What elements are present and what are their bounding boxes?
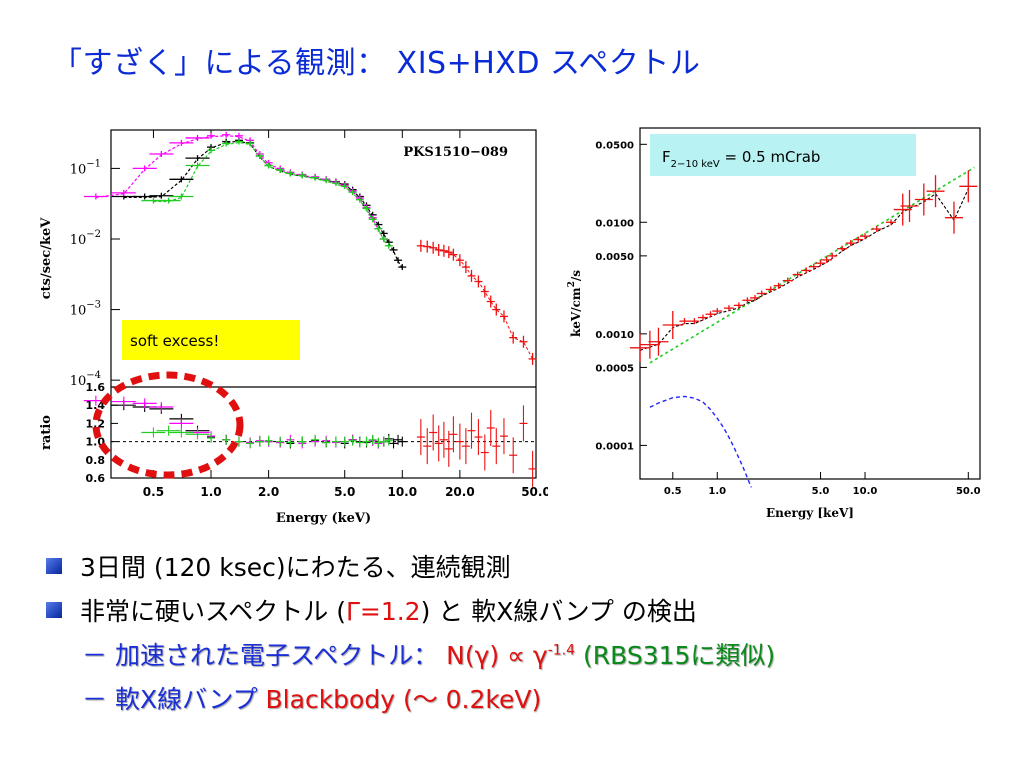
object-label: PKS1510−089: [403, 145, 508, 160]
flux-symbol: F: [662, 148, 671, 166]
slide-title: 「すざく」による観測： XIS+HXD スペクトル: [52, 46, 701, 81]
y-tick-exponent: −1: [86, 158, 101, 169]
x-tick-label: 5.0: [334, 485, 355, 499]
bullet-prefix: 非常に硬いスペクトル (: [80, 597, 346, 626]
sub-dash: －: [82, 685, 115, 714]
sub-dash: －: [82, 641, 115, 670]
flux-label: F2−10 keV = 0.5 mCrab: [662, 148, 820, 170]
x-tick-label: 0.5: [143, 485, 164, 499]
hard-powerlaw-model: [649, 166, 975, 364]
soft-excess-box: [122, 320, 300, 360]
x-tick-label: 20.0: [445, 485, 475, 499]
sub-note: (RBS315に類似): [575, 641, 776, 670]
model-curve: [153, 141, 390, 248]
y-tick-label: 0.0005: [595, 363, 634, 374]
spectrum-chart: 0.5 1.0 2.0 5.0 10.0 20.0 50.010−410−310−210−1…: [39, 129, 548, 526]
y-tick-label: 10−3: [70, 300, 101, 319]
bullet-text: 非常に硬いスペクトル (Γ=1.2) と 軟X線バンプ の検出: [80, 592, 697, 628]
y-tick-label: 0.0050: [595, 252, 634, 263]
sub-value: Blackbody (～ 0.2keV): [265, 685, 542, 714]
x-tick-label: 10.0: [387, 485, 417, 499]
hxd-model: [420, 245, 534, 360]
x-tick-label: 1.0: [200, 485, 221, 499]
y-axis-label-exp: 2: [567, 281, 577, 287]
plot-frame: [110, 129, 537, 479]
flux-value: = 0.5 mCrab: [720, 148, 821, 166]
y-tick-label: 0.0010: [595, 330, 634, 341]
y-tick-label: 0.0001: [595, 441, 634, 452]
x-tick-label: 5.0: [812, 486, 830, 497]
x-axis-label: Energy [keV]: [766, 506, 854, 520]
flux-box: [650, 134, 916, 176]
ratio-tick-label: 0.6: [86, 472, 106, 485]
bullet-square-icon: [46, 602, 62, 618]
y-axis-label-rest: /s: [569, 270, 583, 281]
sub-exponent: -1.4: [547, 642, 576, 659]
ratio-tick-label: 1.6: [86, 381, 106, 394]
sub-label: 軟X線バンプ: [114, 685, 266, 714]
sub-label: 加速された電子スペクトル：: [114, 641, 447, 670]
y-tick-exponent: −4: [86, 370, 101, 381]
ratio-tick-label: 1.4: [86, 399, 106, 412]
y-axis-label-base: keV/cm: [569, 287, 583, 337]
blackbody-model: [649, 395, 752, 488]
bullet-observation: 3日間 (120 ksec)にわたる、連続観測: [46, 548, 1006, 592]
plot-frame: [639, 127, 981, 480]
flux-subscript: 2−10 keV: [671, 159, 720, 170]
subbullet-electron: － 加速された電子スペクトル： N(γ) ∝ γ-1.4 (RBS315に類似): [82, 636, 1024, 680]
bullet-list: 3日間 (120 ksec)にわたる、連続観測 非常に硬いスペクトル (Γ=1.…: [46, 548, 1006, 724]
x-tick-label: 0.5: [664, 486, 682, 497]
x-tick-label: 50.0: [956, 486, 981, 497]
nufnu-chart: 0.5 1.0 5.0 10.0 50.0 0.0001 0.0005 0.0010 0.005…: [567, 127, 981, 520]
bullet-hard-spectrum: 非常に硬いスペクトル (Γ=1.2) と 軟X線バンプ の検出: [46, 592, 1006, 636]
y-tick-label: 0.0100: [595, 218, 634, 229]
sub-formula: N(γ) ∝ γ: [446, 641, 548, 670]
ratio-tick-label: 1.2: [86, 417, 106, 430]
excess-highlight-ellipse: [92, 371, 244, 479]
y-tick-label: 10−2: [70, 229, 101, 248]
model-curve: [95, 135, 385, 241]
gamma-value: Γ=1.2: [345, 597, 421, 626]
x-tick-label: 2.0: [258, 485, 279, 499]
y-tick-exponent: −2: [86, 229, 101, 240]
bullet-suffix: ) と 軟X線バンプ の検出: [420, 597, 697, 626]
y-tick-exponent: −3: [86, 300, 101, 311]
subbullet-bump: － 軟X線バンプ Blackbody (～ 0.2keV): [82, 680, 1024, 724]
y-axis-label: keV/cm2/s: [567, 270, 583, 337]
ratio-tick-label: 0.8: [86, 454, 106, 467]
x-tick-label: 50.0: [521, 485, 548, 499]
x-tick-label: 10.0: [853, 486, 878, 497]
x-tick-label: 1.0: [708, 486, 726, 497]
bullet-text: 3日間 (120 ksec)にわたる、連続観測: [80, 553, 511, 582]
y-tick-label: 10−1: [70, 158, 101, 177]
ratio-axis-label: ratio: [39, 415, 54, 450]
y-axis-label: cts/sec/keV: [39, 217, 54, 300]
bullet-square-icon: [46, 558, 62, 574]
y-tick-label: 0.0500: [595, 140, 634, 151]
soft-excess-label: soft excess!: [130, 332, 219, 350]
x-axis-label: Energy (keV): [276, 511, 371, 526]
